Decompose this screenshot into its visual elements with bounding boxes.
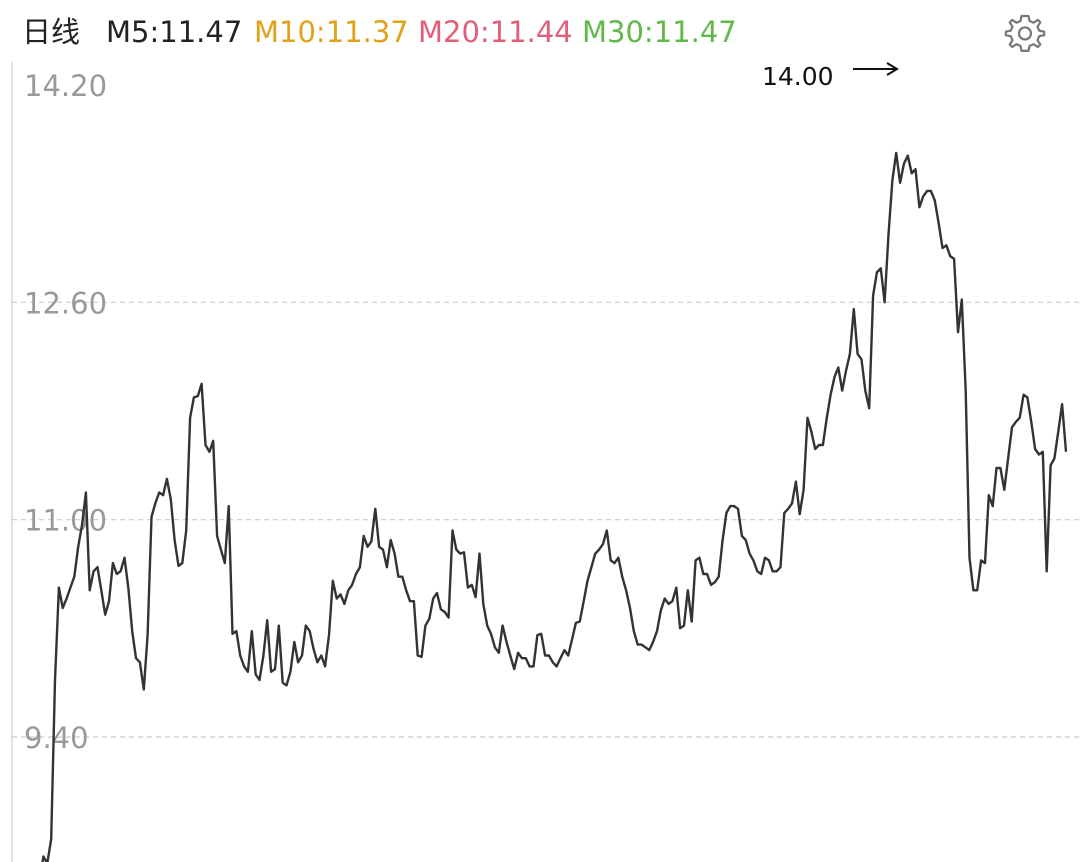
ma10-label: M10:11.37 [254, 15, 409, 49]
price-line [41, 151, 1068, 862]
y-tick-label: 12.60 [24, 286, 107, 320]
period-label[interactable]: 日线 [22, 15, 81, 49]
max-annotation: 14.00 [762, 62, 899, 91]
gridlines [12, 301, 1080, 738]
max-annotation-arrow-head [886, 62, 899, 76]
y-tick-label: 14.20 [24, 69, 107, 103]
y-tick-label: 9.40 [24, 721, 89, 755]
gear-icon[interactable] [1004, 12, 1046, 54]
y-axis-ticks: 14.20 12.60 11.00 9.40 [24, 69, 107, 755]
ma5-label: M5:11.47 [106, 15, 243, 49]
max-annotation-label: 14.00 [762, 62, 834, 91]
y-tick-label: 11.00 [24, 504, 107, 538]
chart-header: 日线 M5:11.47 M10:11.37 M20:11.44 M30:11.4… [0, 0, 1080, 62]
ma30-label: M30:11.47 [582, 15, 737, 49]
price-series [41, 151, 1068, 862]
ma20-label: M20:11.44 [418, 15, 573, 49]
